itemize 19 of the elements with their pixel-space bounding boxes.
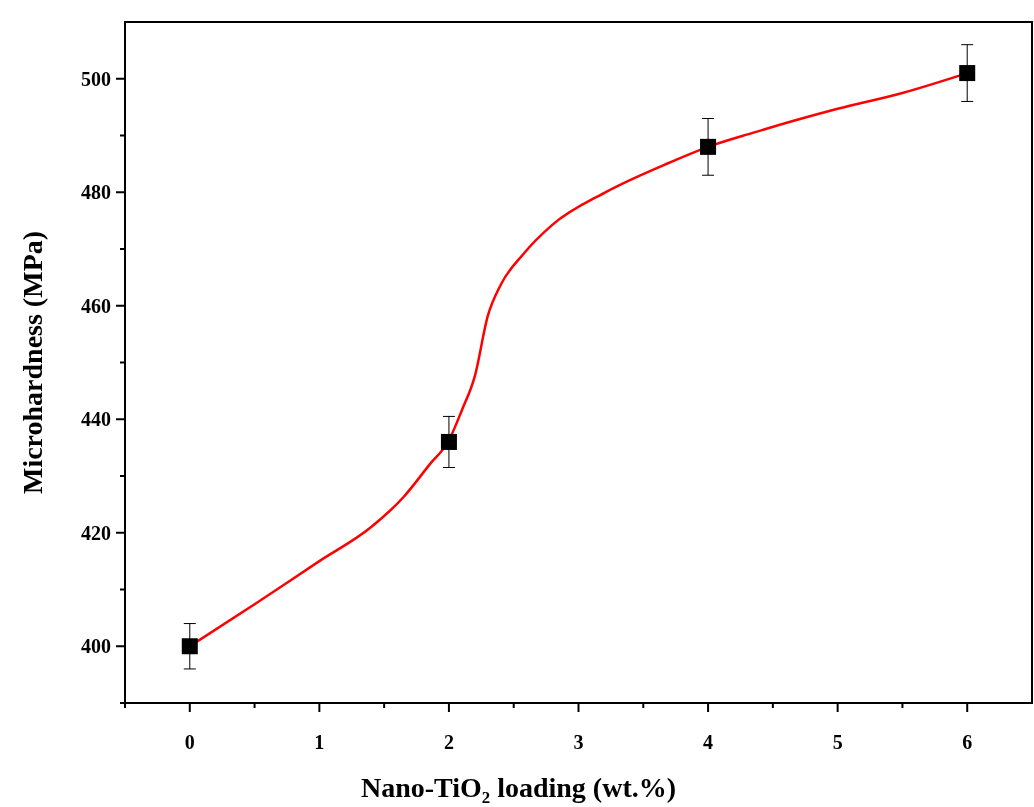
point	[440, 433, 457, 450]
x-tick-label: 1	[314, 731, 325, 753]
point	[181, 638, 198, 655]
y-tick-label: 500	[81, 67, 111, 90]
x-tick-label: 4	[703, 731, 714, 753]
x-tick-label: 3	[573, 731, 584, 753]
y-tick-label: 460	[81, 294, 111, 317]
y-tick-label: 480	[81, 181, 111, 204]
y-tick-label: 400	[81, 635, 111, 658]
y-tick-label: 440	[81, 408, 111, 431]
point	[700, 138, 717, 155]
x-axis-title: Nano-TiO₂ loading (wt.%)	[360, 772, 677, 803]
x-tick-label: 6	[962, 731, 973, 753]
x-tick-label: 2	[443, 731, 454, 753]
point	[959, 65, 976, 82]
x-tick-label: 5	[832, 731, 843, 753]
y-tick-label: 420	[81, 521, 111, 544]
y-axis-title: Microhardness (MPa)	[17, 230, 48, 495]
x-tick-label: 0	[184, 731, 195, 753]
